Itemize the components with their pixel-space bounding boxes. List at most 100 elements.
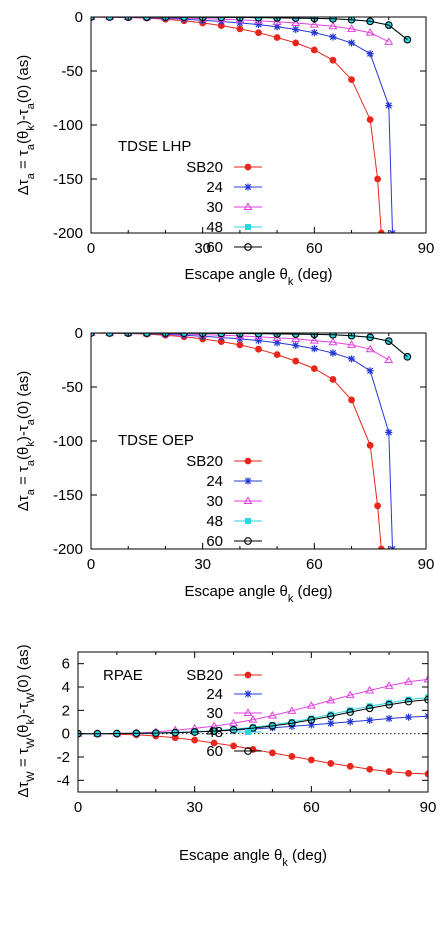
series-point-30 — [248, 715, 258, 723]
series-point-30 — [384, 681, 394, 689]
legend-label-30: 30 — [206, 199, 223, 216]
series-point-60 — [93, 729, 102, 738]
series-point-24 — [273, 23, 281, 31]
series-point-48 — [327, 711, 334, 718]
series-point-SB20 — [348, 76, 355, 84]
series-point-48 — [329, 333, 336, 338]
series-point-24 — [307, 721, 315, 729]
series-point-60 — [384, 21, 393, 29]
series-line-SB20 — [78, 733, 428, 775]
series-point-SB20 — [374, 175, 382, 183]
series-point-60 — [288, 719, 296, 728]
x-tick-label: 30 — [194, 556, 211, 573]
y-tick-label: 0 — [75, 325, 83, 342]
legend-marker-60 — [244, 243, 252, 251]
x-tick-label: 0 — [74, 799, 82, 816]
x-axis-title: Escape angle θk (deg) — [179, 847, 327, 869]
series-point-SB20 — [310, 46, 318, 54]
series-point-48 — [292, 17, 299, 22]
series-point-24 — [385, 101, 393, 110]
series-point-60 — [347, 333, 356, 340]
x-tick-label: 0 — [87, 240, 95, 257]
series-point-24 — [327, 719, 335, 727]
legend-marker-24 — [244, 183, 252, 191]
series-point-24 — [329, 349, 337, 357]
legend-label-24: 24 — [206, 473, 223, 490]
y-tick-label: -100 — [53, 117, 83, 134]
y-tick-label: 0 — [75, 9, 83, 26]
series-point-24 — [236, 19, 244, 27]
y-tick-label: -100 — [53, 433, 83, 450]
series-point-60 — [229, 725, 238, 734]
y-tick-label: -200 — [53, 225, 83, 242]
legend-marker-24 — [244, 690, 252, 698]
series-point-60 — [346, 708, 355, 716]
series-point-60 — [291, 17, 300, 22]
series-point-60 — [210, 727, 218, 735]
y-tick-label: -50 — [61, 63, 83, 80]
legend-marker-48 — [245, 518, 251, 524]
y-tick-label: -50 — [61, 379, 83, 396]
series-line-60 — [78, 699, 428, 735]
series-point-48 — [181, 333, 188, 337]
legend-label-24: 24 — [206, 179, 223, 196]
series-point-24 — [366, 716, 374, 724]
series-line-SB20 — [91, 17, 382, 233]
series-point-24 — [292, 25, 300, 34]
series-point-60 — [249, 724, 257, 732]
series-point-24 — [385, 714, 393, 723]
series-point-30 — [365, 28, 375, 36]
series-point-30 — [384, 37, 394, 45]
series-point-60 — [404, 697, 413, 706]
legend-label-60: 60 — [206, 239, 223, 256]
legend-marker-SB20 — [244, 671, 252, 679]
series-point-24 — [273, 339, 281, 347]
series-line-24 — [91, 17, 393, 233]
series-point-30 — [229, 718, 239, 727]
series-point-SB20 — [329, 376, 337, 383]
series-point-30 — [287, 706, 297, 714]
series-point-60 — [236, 17, 244, 22]
series-point-30 — [309, 19, 319, 28]
y-tick-label: -2 — [57, 749, 70, 766]
legend-label-30: 30 — [206, 705, 223, 722]
series-point-60 — [236, 333, 244, 338]
series-point-SB20 — [191, 736, 199, 744]
legend-label-24: 24 — [206, 686, 223, 703]
series-point-SB20 — [424, 770, 428, 778]
legend-marker-30 — [243, 496, 253, 505]
series-point-48 — [250, 724, 256, 731]
series-point-60 — [268, 721, 277, 730]
series-point-SB20 — [310, 365, 318, 373]
legend-label-SB20: SB20 — [186, 159, 223, 176]
series-point-48 — [366, 703, 373, 710]
series-point-30 — [328, 21, 338, 30]
series-point-24 — [385, 428, 393, 436]
legend: TDSE LHP SB20 24 30 48 60 — [118, 138, 262, 256]
series-point-SB20 — [329, 56, 337, 64]
series-point-SB20 — [236, 341, 244, 349]
legend-title: TDSE OEP — [118, 432, 194, 449]
y-tick-label: -150 — [53, 171, 83, 188]
series-point-48 — [106, 333, 113, 336]
series-point-60 — [273, 17, 281, 22]
series-point-24 — [404, 713, 413, 721]
y-axis-title: Δτa = τa(θk)-τa(0) (as) — [15, 55, 37, 196]
series-point-SB20 — [255, 29, 262, 37]
x-tick-label: 30 — [186, 799, 203, 816]
series-point-SB20 — [230, 742, 237, 750]
series-point-24 — [310, 345, 318, 353]
series-point-48 — [230, 726, 237, 733]
series-point-48 — [143, 17, 150, 21]
legend-marker-30 — [243, 202, 253, 211]
x-axis-title: Escape angle θk (deg) — [184, 583, 332, 605]
legend-marker-SB20 — [244, 457, 252, 465]
series-point-SB20 — [292, 39, 300, 47]
series-point-SB20 — [269, 749, 276, 757]
series-point-48 — [218, 333, 225, 337]
series-point-48 — [386, 699, 393, 706]
series-point-24 — [329, 33, 337, 41]
series-point-48 — [143, 333, 150, 337]
chart-panel-tdse-oep: 0 30 60 90 0 -50 -100 -150 -200 Escape angle θk (… — [15, 325, 434, 605]
